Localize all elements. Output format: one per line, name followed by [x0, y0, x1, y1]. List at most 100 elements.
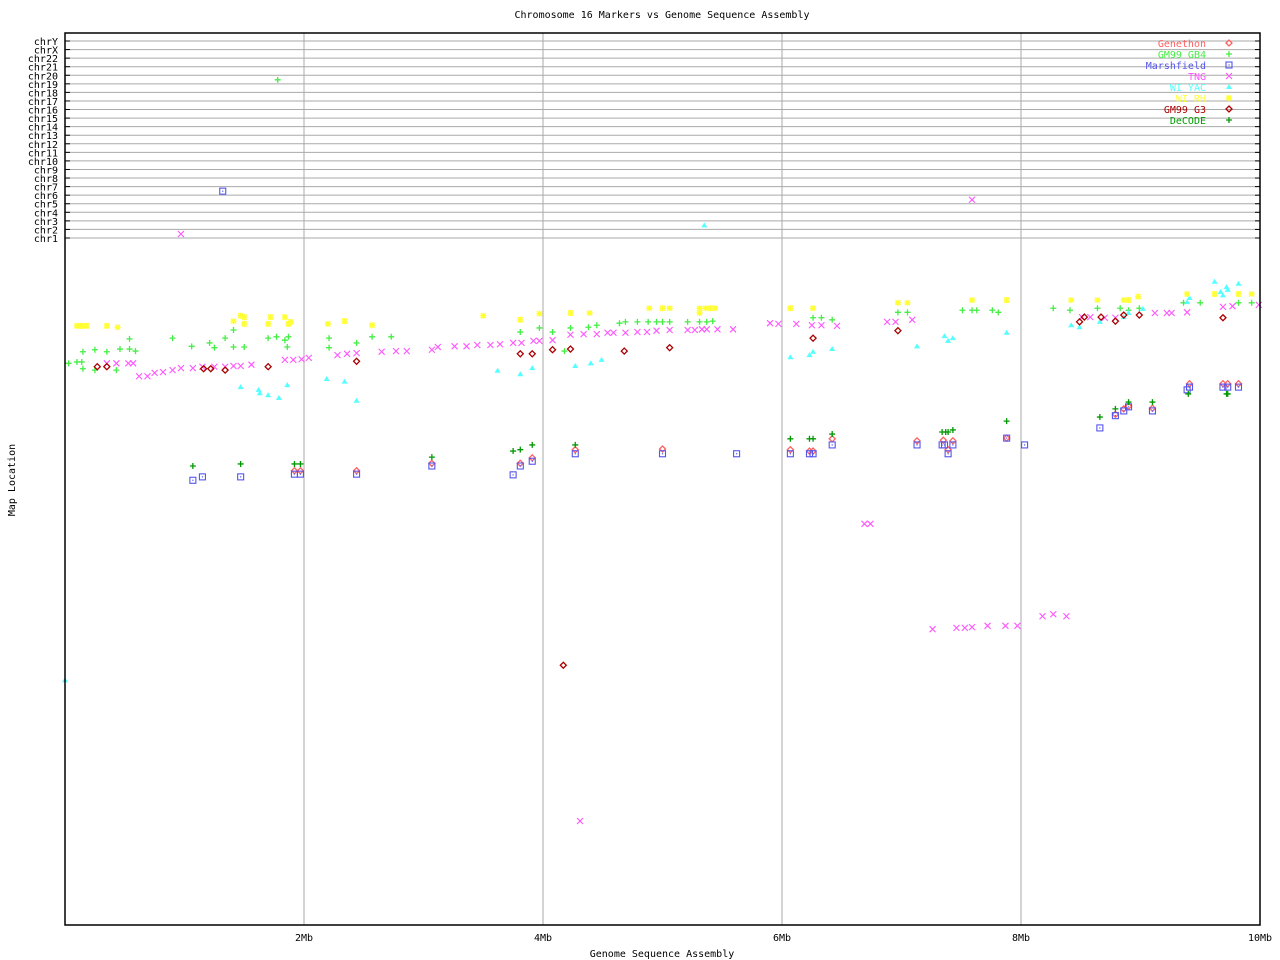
data-point	[1003, 297, 1010, 304]
chromosome-label: chrY	[34, 37, 58, 48]
data-point	[1119, 311, 1128, 319]
data-point	[908, 316, 916, 324]
series-gm99-gb4	[65, 299, 1255, 374]
data-point	[473, 341, 481, 349]
data-point	[1066, 307, 1073, 314]
data-point	[913, 441, 921, 449]
data-point	[1112, 405, 1119, 412]
data-point	[645, 318, 652, 325]
data-point	[102, 362, 111, 371]
data-point	[241, 314, 248, 321]
plot-frame	[64, 32, 1261, 926]
data-point	[1096, 424, 1104, 432]
data-point	[281, 314, 288, 321]
data-point	[264, 362, 273, 371]
data-point	[530, 337, 537, 345]
data-point	[709, 318, 716, 325]
data-point	[787, 435, 794, 442]
data-point	[65, 360, 72, 367]
data-point	[867, 520, 874, 528]
data-point	[1125, 310, 1132, 315]
data-point	[1235, 280, 1242, 286]
data-point	[103, 348, 110, 355]
off-chromosome-point	[274, 76, 281, 83]
chromosome-label: chr18	[28, 88, 58, 99]
data-point	[904, 299, 911, 306]
data-point	[567, 331, 574, 339]
data-point	[1096, 318, 1103, 324]
data-point	[949, 335, 956, 341]
data-point	[79, 348, 86, 355]
data-point	[169, 335, 176, 342]
data-point	[572, 441, 579, 448]
series-marshfield	[189, 383, 1243, 484]
data-point	[124, 359, 132, 367]
data-point	[510, 448, 517, 455]
data-point	[894, 299, 901, 306]
legend-label: Genethon	[1158, 39, 1206, 50]
data-point	[572, 363, 579, 369]
chromosome-label: chr16	[28, 106, 58, 117]
data-point	[1111, 410, 1120, 419]
legend-label: WI YAC	[1170, 83, 1206, 94]
data-point	[265, 392, 272, 398]
chromosome-label: chr3	[34, 217, 58, 228]
data-point	[973, 307, 980, 314]
data-point	[775, 320, 782, 328]
data-point	[79, 365, 86, 372]
x-tick-label: 8Mb	[1012, 933, 1030, 944]
data-point	[1235, 299, 1242, 306]
data-point	[480, 312, 487, 319]
series-tng	[103, 301, 1263, 825]
data-point	[248, 361, 255, 369]
data-point	[388, 333, 395, 340]
data-point	[296, 470, 304, 478]
x-tick-label: 6Mb	[773, 933, 791, 944]
data-point	[79, 322, 86, 329]
data-point	[237, 473, 245, 481]
data-point	[297, 460, 304, 467]
data-point	[828, 441, 836, 449]
data-point	[487, 341, 494, 349]
data-point	[809, 450, 817, 458]
legend-marker	[1225, 39, 1233, 47]
data-point	[528, 457, 536, 465]
legend-label: TNG	[1188, 72, 1206, 83]
data-point	[516, 349, 525, 358]
data-point	[324, 320, 331, 327]
data-point	[634, 318, 641, 325]
data-point	[517, 446, 524, 453]
data-point	[135, 372, 143, 380]
chromosome-label: chr2	[34, 225, 58, 236]
data-point	[616, 320, 623, 327]
data-point	[241, 320, 248, 327]
data-point	[284, 382, 291, 388]
chromosome-label: chr14	[28, 123, 58, 134]
data-point	[787, 354, 794, 360]
data-point	[509, 471, 517, 479]
data-point	[1185, 383, 1194, 391]
data-point	[221, 366, 230, 375]
data-point	[1219, 313, 1227, 322]
data-point	[604, 329, 611, 337]
data-point	[968, 623, 976, 631]
data-point	[620, 347, 629, 355]
data-point	[151, 369, 159, 377]
data-point	[326, 335, 333, 342]
data-point	[91, 346, 98, 353]
chromosome-label: chrX	[34, 46, 58, 57]
data-point	[1197, 299, 1204, 306]
data-point	[289, 356, 297, 364]
data-point	[576, 817, 584, 825]
data-point	[428, 462, 436, 470]
data-point	[1120, 297, 1127, 304]
data-point	[113, 367, 120, 374]
x-tick-label: 4Mb	[534, 933, 552, 944]
data-point	[509, 339, 517, 347]
data-point	[353, 470, 361, 478]
data-point	[707, 305, 714, 312]
data-point	[1124, 402, 1133, 411]
data-point	[1184, 290, 1191, 297]
data-point	[496, 340, 504, 348]
